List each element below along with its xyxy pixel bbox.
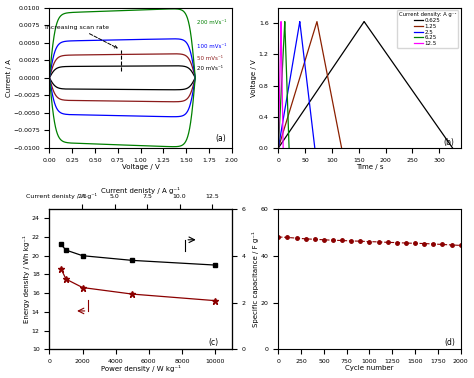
Text: 50 mVs⁻¹: 50 mVs⁻¹	[197, 56, 223, 61]
Text: 20 mVs⁻¹: 20 mVs⁻¹	[197, 66, 223, 71]
X-axis label: Current denisty / A g⁻¹: Current denisty / A g⁻¹	[101, 187, 180, 194]
Text: 100 mVs⁻¹: 100 mVs⁻¹	[197, 44, 227, 49]
Legend: 0.625, 1.25, 2.5, 6.25, 12.5: 0.625, 1.25, 2.5, 6.25, 12.5	[397, 10, 458, 48]
Text: 200 mVs⁻¹: 200 mVs⁻¹	[197, 20, 227, 25]
Y-axis label: Current / A: Current / A	[6, 59, 11, 97]
X-axis label: Cycle number: Cycle number	[345, 366, 394, 372]
Text: increasing scan rate: increasing scan rate	[45, 25, 117, 48]
Text: (b): (b)	[444, 138, 455, 147]
Text: Current denisty / A g⁻¹: Current denisty / A g⁻¹	[26, 194, 97, 200]
X-axis label: Time / s: Time / s	[356, 164, 383, 170]
Text: (c): (c)	[209, 338, 219, 347]
Y-axis label: Voltage / V: Voltage / V	[251, 59, 257, 97]
Text: (a): (a)	[215, 134, 226, 143]
Y-axis label: Specific capacitance / F g⁻¹: Specific capacitance / F g⁻¹	[252, 231, 259, 327]
Text: (d): (d)	[444, 338, 455, 347]
X-axis label: Voltage / V: Voltage / V	[122, 164, 159, 170]
X-axis label: Power density / W kg⁻¹: Power density / W kg⁻¹	[100, 366, 181, 372]
Y-axis label: Energy density / Wh kg⁻¹: Energy density / Wh kg⁻¹	[23, 235, 30, 323]
